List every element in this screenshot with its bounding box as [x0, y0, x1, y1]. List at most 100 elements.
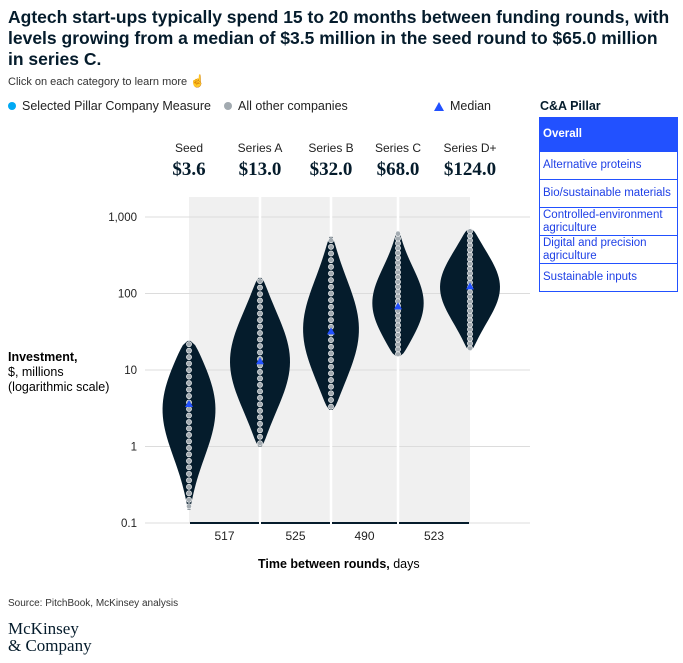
legend-selected: Selected Pillar Company Measure: [8, 99, 211, 113]
company-point: [328, 270, 334, 277]
pillar-item-overall[interactable]: Overall: [540, 118, 677, 151]
company-point: [395, 254, 401, 261]
hint-text: Click on each category to learn more ☝: [8, 74, 205, 88]
company-point: [257, 388, 263, 395]
others-dot-icon: [224, 102, 232, 110]
company-point: [186, 380, 192, 386]
category-label: Series D+: [443, 141, 496, 155]
company-point: [257, 310, 263, 317]
time-between-rounds-label: 525: [285, 529, 305, 543]
y-tick-label: 1,000: [108, 212, 137, 224]
company-point: [186, 354, 192, 361]
company-point: [257, 375, 263, 382]
company-point: [186, 477, 192, 484]
company-point: [186, 464, 192, 471]
company-point: [186, 470, 192, 477]
company-point: [257, 433, 263, 440]
company-point: [257, 284, 263, 291]
company-point: [395, 327, 401, 333]
company-point: [257, 394, 263, 401]
company-point: [257, 291, 263, 297]
company-point: [395, 312, 401, 319]
pillar-item-controlled-environment-agriculture[interactable]: Controlled-environment agriculture: [540, 207, 677, 235]
company-point: [328, 317, 334, 324]
pillar-item-alternative-proteins[interactable]: Alternative proteins: [540, 151, 677, 179]
time-between-rounds-label: 523: [424, 529, 444, 543]
legend-others-label: All other companies: [238, 99, 348, 113]
company-point: [328, 250, 334, 257]
company-point: [328, 277, 334, 284]
y-axis-label-bold: Investment,: [8, 350, 78, 364]
company-point: [395, 346, 401, 353]
category-label: Series A: [238, 141, 283, 155]
company-point: [395, 336, 401, 343]
company-point: [395, 245, 401, 252]
y-tick-label: 100: [118, 289, 137, 301]
company-point: [257, 369, 263, 375]
company-point: [186, 412, 192, 419]
company-point: [395, 230, 401, 237]
legend-median-label: Median: [450, 99, 491, 113]
category-median-value: $124.0: [444, 159, 496, 180]
median-marker: [327, 327, 335, 335]
company-point: [395, 259, 401, 266]
company-point: [467, 228, 473, 235]
company-point: [257, 317, 263, 323]
company-point: [395, 288, 401, 295]
y-tick-label: 10: [124, 365, 137, 377]
company-point: [186, 367, 192, 373]
company-point: [395, 351, 401, 358]
x-axis-label-unit: days: [393, 557, 420, 571]
company-point: [257, 304, 263, 310]
category-label: Series C: [375, 141, 421, 155]
company-point: [328, 403, 334, 410]
median-marker: [185, 399, 193, 407]
company-point: [328, 390, 334, 397]
company-point: [328, 357, 334, 363]
company-point: [186, 496, 192, 503]
company-point: [257, 440, 263, 447]
y-axis-label: Investment, $, millions (logarithmic sca…: [8, 350, 109, 395]
company-point: [328, 303, 334, 310]
company-point: [395, 331, 401, 338]
company-point: [395, 278, 401, 285]
pillar-item-sustainable-inputs[interactable]: Sustainable inputs: [540, 263, 677, 291]
company-point: [395, 240, 401, 247]
company-point: [395, 264, 401, 271]
median-marker: [256, 357, 264, 365]
logo-line-1: McKinsey: [8, 619, 79, 638]
y-tick-label: 0.1: [121, 518, 137, 530]
company-point: [328, 243, 334, 250]
company-point: [186, 451, 192, 458]
pillar-item-digital-precision-agriculture[interactable]: Digital and precision agriculture: [540, 235, 677, 263]
company-point: [328, 297, 334, 304]
mckinsey-logo: McKinsey & Company: [8, 620, 92, 654]
company-point: [328, 370, 334, 377]
selected-dot-icon: [8, 102, 16, 110]
company-point: [395, 283, 401, 290]
company-point: [257, 343, 263, 349]
pillar-title: C&A Pillar: [540, 99, 601, 113]
company-point: [186, 438, 192, 445]
company-point: [328, 350, 334, 357]
category-label: Seed: [175, 141, 203, 155]
time-between-rounds-label: 517: [214, 529, 234, 543]
category-label: Series B: [308, 141, 353, 155]
source-note: Source: PitchBook, McKinsey analysis: [8, 598, 179, 609]
pointer-hand-icon: ☝: [190, 74, 206, 88]
company-point: [328, 310, 334, 317]
time-between-rounds-label: 490: [354, 529, 374, 543]
pillar-item-bio-sustainable-materials[interactable]: Bio/sustainable materials: [540, 179, 677, 207]
company-point: [186, 347, 192, 354]
category-median-value: $68.0: [377, 159, 420, 180]
pillar-list: Overall Alternative proteins Bio/sustain…: [539, 117, 678, 292]
category-median-value: $3.6: [172, 159, 205, 180]
company-point: [186, 457, 192, 464]
company-point: [328, 343, 334, 350]
company-point: [328, 377, 334, 383]
company-point: [257, 414, 263, 421]
company-point: [186, 490, 192, 497]
hint-label: Click on each category to learn more: [8, 76, 188, 88]
legend-others: All other companies: [224, 99, 348, 113]
